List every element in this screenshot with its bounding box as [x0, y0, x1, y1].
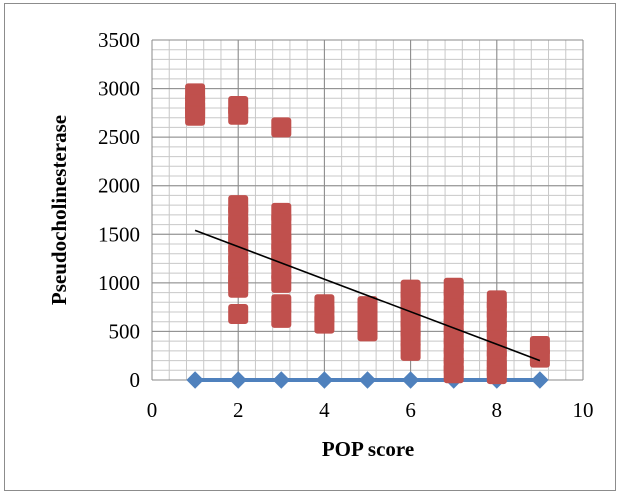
square-marker — [443, 363, 464, 384]
x-axis-title: POP score — [322, 437, 414, 461]
square-marker — [185, 105, 206, 126]
diamond-marker — [272, 371, 291, 389]
square-marker — [271, 272, 292, 293]
y-tick-label: 0 — [130, 368, 141, 392]
square-marker — [314, 313, 335, 334]
y-tick-label: 2500 — [98, 125, 140, 149]
square-marker — [271, 117, 292, 138]
diamond-marker — [401, 371, 420, 389]
square-marker — [228, 104, 249, 125]
square-marker — [400, 340, 421, 361]
x-tick-label: 10 — [573, 398, 594, 422]
y-tick-label: 3500 — [98, 28, 140, 52]
diamond-marker — [229, 371, 247, 389]
series-layer — [185, 83, 550, 389]
y-axis-title: Pseudocholinesterase — [47, 115, 71, 305]
square-marker — [271, 307, 292, 328]
tick-labels: 0 2 4 6 8 10 0 500 1000 1500 2000 2500 3000 3500 — [98, 28, 594, 422]
y-tick-label: 2000 — [98, 174, 140, 198]
y-tick-label: 3000 — [98, 77, 140, 101]
diamond-marker — [358, 371, 377, 389]
square-marker — [486, 364, 507, 385]
diamond-marker — [531, 371, 549, 389]
x-tick-label: 6 — [405, 398, 416, 422]
y-tick-label: 1000 — [98, 271, 140, 295]
x-tick-label: 0 — [147, 398, 158, 422]
y-tick-label: 1500 — [98, 222, 140, 246]
square-marker — [228, 303, 249, 324]
x-tick-label: 4 — [319, 398, 330, 422]
x-tick-label: 2 — [233, 398, 244, 422]
diamond-marker — [186, 371, 204, 389]
x-tick-label: 8 — [492, 398, 503, 422]
square-marker — [357, 321, 378, 342]
diamond-marker — [315, 371, 334, 389]
y-tick-label: 500 — [109, 319, 141, 343]
square-marker — [228, 277, 249, 298]
trendline — [194, 229, 541, 362]
